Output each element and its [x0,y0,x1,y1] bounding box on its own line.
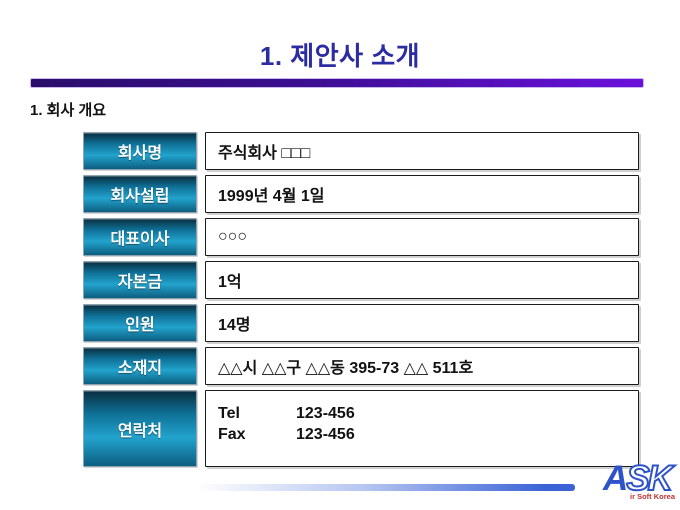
row-header-established: 회사설립 [83,175,197,213]
ask-logo-text: ASK [597,459,677,498]
row-value-ceo: ○○○ [205,218,639,256]
row-value-established: 1999년 4월 1일 [205,175,639,213]
contact-line-fax: Fax 123-456 [218,424,638,445]
row-value-contact: Tel 123-456 Fax 123-456 [205,390,639,467]
table-row: 자본금 1억 [83,261,639,299]
table-row: 회사명 주식회사 □□□ [83,132,639,170]
row-value-capital: 1억 [205,261,639,299]
table-row: 인원 14명 [83,304,639,342]
row-header-personnel: 인원 [83,304,197,342]
row-header-capital: 자본금 [83,261,197,299]
row-header-company-name: 회사명 [83,132,197,170]
contact-tel-value: 123-456 [296,405,355,422]
row-value-company-name: 주식회사 □□□ [205,132,639,170]
row-value-location: △△시 △△구 △△동 395-73 △△ 511호 [205,347,639,385]
contact-tel-label: Tel [218,405,240,422]
title-divider-bar [30,78,644,88]
ask-logo: ASK ir Soft Korea [597,459,677,501]
row-header-location: 소재지 [83,347,197,385]
ask-logo-tagline: ir Soft Korea [629,492,675,501]
contact-line-tel: Tel 123-456 [218,403,638,424]
contact-fax-label: Fax [218,426,246,443]
section-heading: 1. 회사 개요 [30,102,107,119]
footer-accent-bar [195,484,575,491]
table-row: 소재지 △△시 △△구 △△동 395-73 △△ 511호 [83,347,639,385]
row-value-personnel: 14명 [205,304,639,342]
table-row: 회사설립 1999년 4월 1일 [83,175,639,213]
ask-logo-letter-a: A [603,459,628,498]
ask-logo-letters-sk: SK [625,459,674,498]
table-row-contact: 연락처 Tel 123-456 Fax 123-456 [83,390,639,467]
page-title: 1. 제안사 소개 [259,41,421,71]
company-info-table: 회사명 주식회사 □□□ 회사설립 1999년 4월 1일 대표이사 ○○○ 자… [83,132,639,467]
row-header-ceo: 대표이사 [83,218,197,256]
contact-fax-value: 123-456 [296,426,355,443]
row-header-contact: 연락처 [83,390,197,467]
table-row: 대표이사 ○○○ [83,218,639,256]
